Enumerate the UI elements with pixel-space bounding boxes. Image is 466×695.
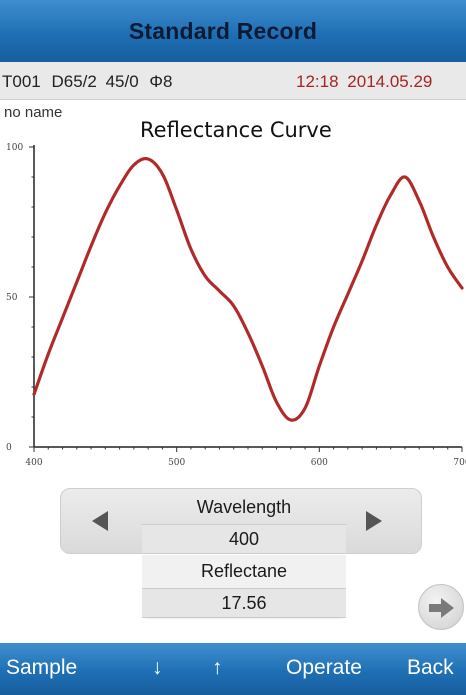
y-tick-label-100: 100: [6, 143, 23, 153]
menu-operate[interactable]: Operate: [286, 656, 362, 679]
measurement-conditions: T001 D65/2 45/0 Φ8: [2, 72, 172, 92]
reflectance-curve: [32, 157, 464, 422]
x-tick-label-600: 600: [311, 458, 328, 468]
y-tick-label-50: 50: [6, 293, 18, 303]
info-bar: T001 D65/2 45/0 Φ8 12:18 2014.05.29: [0, 62, 466, 100]
menu-sample[interactable]: Sample: [6, 656, 78, 679]
arrow-right-icon: [429, 598, 454, 618]
reflectance-series-line: [32, 157, 464, 422]
triangle-left-icon: [92, 511, 108, 531]
next-page-button[interactable]: [418, 584, 464, 630]
title-bar: Standard Record: [0, 0, 466, 62]
page-title: Standard Record: [128, 17, 318, 44]
aperture: Φ8: [149, 72, 173, 91]
reflectance-label: Reflectane: [200, 561, 288, 581]
record-id: T001: [2, 72, 41, 91]
y-tick-label-0: 0: [6, 443, 12, 453]
bottom-menu: Sample ↓ ↑ Operate Back: [0, 643, 466, 695]
menu-up-arrow[interactable]: ↑: [212, 656, 223, 679]
sample-name: no name: [4, 104, 63, 121]
x-tick-label-500: 500: [168, 458, 185, 468]
x-tick-label-700: 700: [453, 458, 466, 468]
wavelength-value: 400: [142, 524, 346, 554]
prev-wavelength-button[interactable]: [82, 500, 122, 540]
time: 12:18: [296, 72, 339, 91]
chart-axes: [33, 145, 462, 448]
geometry: 45/0: [105, 72, 139, 91]
menu-back[interactable]: Back: [407, 656, 454, 679]
date: 2014.05.29: [347, 72, 433, 91]
chart-title: Reflectance Curve: [140, 118, 332, 142]
chart-ticks: 400 500 600 700 0 50 100: [6, 143, 466, 468]
reflectance-chart: 400 500 600 700 0 50 100: [6, 143, 466, 468]
next-wavelength-button[interactable]: [352, 500, 392, 540]
menu-down-arrow[interactable]: ↓: [152, 656, 163, 679]
triangle-right-icon: [366, 511, 382, 531]
wavelength-label: Wavelength: [196, 497, 292, 517]
illuminant: D65/2: [51, 72, 97, 91]
reflectance-value: 17.56: [142, 588, 346, 618]
x-tick-label-400: 400: [25, 458, 42, 468]
timestamp: 12:18 2014.05.29: [296, 72, 432, 92]
